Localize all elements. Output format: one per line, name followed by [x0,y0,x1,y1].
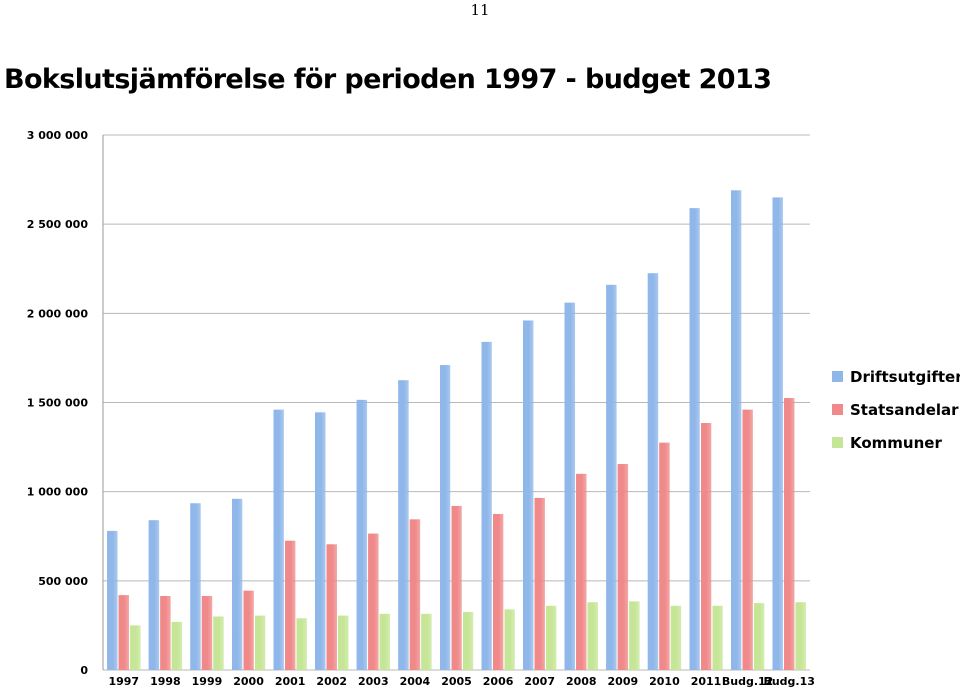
y-tick-label: 1 500 000 [27,397,89,410]
bar-kommuner-2011 [712,605,723,670]
bar-statsandelar-2006 [492,513,504,670]
bar-statsandelar-2004 [409,519,421,670]
bar-statsandelar-budg12 [742,409,753,670]
x-tick-label: Budg.13 [763,675,814,688]
bar-kommuner-2010 [670,605,682,670]
y-axis: 0 500 000 1 000 000 1 500 000 2 000 000 2 500… [27,129,104,677]
x-tick-label: 1999 [192,675,223,688]
x-tick-label: 2010 [649,675,680,688]
y-tick-label: 0 [80,664,88,677]
bar-driftsutgifter-2004 [398,380,409,670]
bar-kommuner-budg12 [753,603,765,670]
bar-driftsutgifter-2009 [606,284,617,670]
page-number: 11 [470,1,490,19]
bar-statsandelar-budg13 [783,398,795,670]
bar-driftsutgifter-2007 [522,320,534,670]
bar-driftsutgifter-1999 [190,503,201,670]
bar-driftsutgifter-2003 [356,399,368,670]
bar-statsandelar-1998 [160,595,171,670]
x-tick-label: 1997 [108,675,139,688]
legend-label-driftsutgifter: Driftsutgifter [850,368,960,386]
x-tick-label: 2004 [400,675,431,688]
x-tick-label: 2007 [524,675,555,688]
bar-driftsutgifter-1997 [107,530,118,670]
bar-kommuner-1997 [130,625,141,670]
bar-kommuner-2007 [545,605,557,670]
bar-statsandelar-2010 [659,442,670,670]
x-tick-label: 2002 [316,675,347,688]
bar-kommuner-2008 [587,602,599,670]
x-tick-label: 2009 [608,675,639,688]
x-tick-label: 2003 [358,675,389,688]
x-tick-label: Budg.12 [722,675,773,688]
bar-statsandelar-2002 [326,544,337,670]
bar-kommuner-2005 [462,612,474,670]
bar-statsandelar-2005 [451,505,462,670]
y-tick-label: 500 000 [38,575,88,588]
bar-kommuner-budg13 [795,602,806,670]
bar-kommuner-2009 [629,601,640,670]
bars [107,190,806,671]
bar-driftsutgifter-2011 [689,208,700,670]
bar-statsandelar-2001 [284,540,296,670]
legend-swatch-kommuner [832,437,843,448]
bar-statsandelar-1997 [118,595,130,670]
bar-driftsutgifter-2001 [273,409,284,670]
bar-driftsutgifter-budg13 [772,197,783,670]
x-tick-label: 2001 [275,675,306,688]
legend-label-kommuner: Kommuner [850,434,942,452]
bar-driftsutgifter-1998 [148,520,160,670]
y-tick-label: 2 500 000 [27,218,89,231]
x-tick-label: 2008 [566,675,597,688]
bar-driftsutgifter-2010 [647,273,659,670]
bar-kommuner-2006 [504,609,515,670]
x-tick-label: 2000 [233,675,264,688]
legend-label-statsandelar: Statsandelar [850,401,959,419]
y-tick-label: 2 000 000 [27,307,89,320]
bar-statsandelar-2009 [617,464,629,670]
bar-kommuner-2003 [379,613,391,670]
x-tick-label: 1998 [150,675,181,688]
bar-statsandelar-2007 [534,497,545,670]
bar-driftsutgifter-2000 [231,498,243,670]
x-tick-label: 2005 [441,675,472,688]
bar-driftsutgifter-budg12 [730,190,742,671]
x-tick-label: 2011 [691,675,722,688]
bar-statsandelar-2008 [576,473,587,670]
x-axis: 1997 1998 1999 2000 2001 2002 2003 2004 2005 2006… [108,675,814,688]
bar-statsandelar-2000 [243,590,254,670]
bar-kommuner-2002 [337,615,349,670]
bar-driftsutgifter-2005 [439,365,451,670]
legend: Driftsutgifter Statsandelar Kommuner [832,368,960,452]
bar-statsandelar-2003 [368,533,379,670]
x-tick-label: 2006 [483,675,514,688]
bar-kommuner-2004 [421,613,432,670]
bar-statsandelar-2011 [700,423,712,670]
bar-kommuner-2001 [296,618,307,670]
bar-driftsutgifter-2002 [314,412,326,670]
legend-swatch-statsandelar [832,404,843,415]
bar-kommuner-1998 [171,621,183,670]
bar-kommuner-2000 [254,615,266,670]
chart-title: Bokslutsjämförelse för perioden 1997 - b… [4,64,772,95]
bar-kommuner-1999 [213,616,224,670]
y-tick-label: 1 000 000 [27,486,89,499]
bar-driftsutgifter-2006 [481,341,492,670]
bar-driftsutgifter-2008 [564,302,576,670]
legend-swatch-driftsutgifter [832,371,843,382]
y-tick-label: 3 000 000 [27,129,89,142]
bar-statsandelar-1999 [201,595,213,670]
